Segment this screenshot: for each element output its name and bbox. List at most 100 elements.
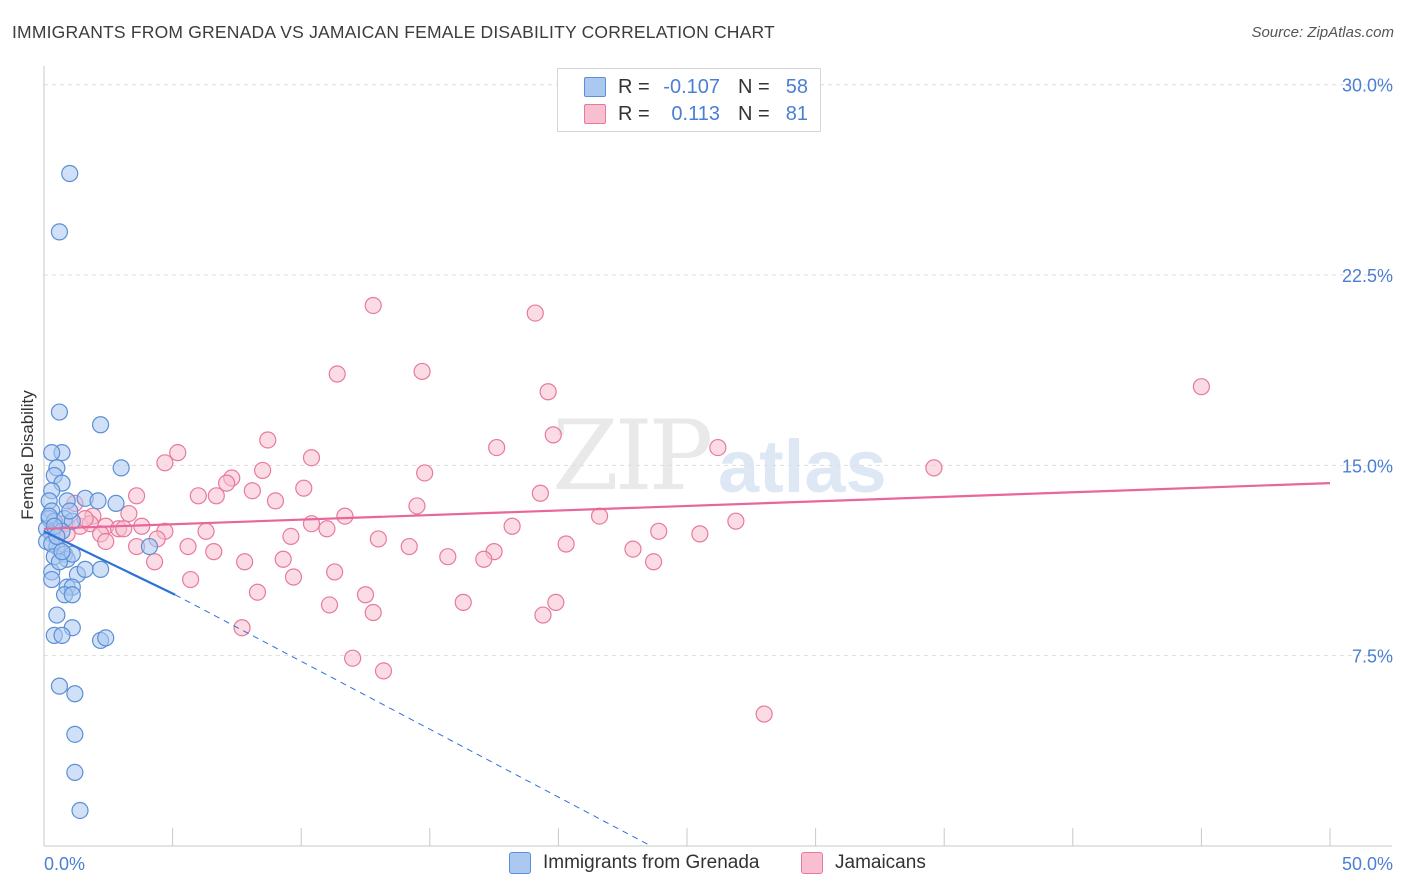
jamaican-point [320,596,339,614]
legend-r-label: R = [618,102,650,125]
jamaican-point [439,548,457,566]
legend-item-jamaicans[interactable]: Jamaicans [801,852,926,874]
jamaican-point [374,662,393,680]
legend-swatch-jamaicans [801,852,823,874]
jamaican-point [454,593,472,611]
jamaican-point [644,553,663,571]
grenada-point [48,606,66,624]
jamaican-point [539,383,557,401]
legend-row-jamaicans: R = 0.113 N = 81 [584,102,808,126]
jamaican-point [302,449,321,467]
jamaican-point [531,484,549,502]
legend-swatch-jamaicans [584,104,606,124]
jamaican-point [475,550,493,568]
jamaican-point [218,474,236,492]
jamaican-point [127,487,146,505]
jamaican-point [259,431,277,449]
legend-r-value: 0.113 [671,102,720,125]
series-legend: Immigrants from Grenada Jamaicans [0,852,1406,878]
y-tick-label: 30.0% [1342,76,1393,96]
x-tick-label: 50.0% [1342,854,1393,874]
grenada-point [91,560,110,578]
jamaican-point [413,362,431,381]
watermark-atlas: atlas [718,425,887,508]
jamaican-point [243,482,261,500]
jamaican-point [328,365,346,383]
grenada-point [66,725,84,743]
grenada-point [50,403,69,421]
jamaican-point [727,512,745,530]
y-tick-label: 15.0% [1342,456,1393,476]
jamaican-point [557,535,575,553]
legend-n-value: 81 [785,102,808,125]
jamaican-point [356,586,375,604]
legend-n-value: 58 [785,75,808,98]
legend-r-label: R = [618,75,650,98]
grenada-point [43,570,61,589]
grenada-point [97,629,115,647]
grenada-point [89,492,107,510]
jamaican-point [344,649,362,667]
jamaican-point [925,459,943,477]
jamaican-point [488,438,506,457]
jamaican-point [179,537,197,556]
jamaican-point [284,568,303,586]
jamaican-point [408,497,426,515]
jamaican-point [266,492,285,510]
jamaican-point [248,583,267,601]
chart-title: IMMIGRANTS FROM GRENADA VS JAMAICAN FEMA… [12,22,775,42]
jamaican-point [755,705,773,723]
source-label: Source: ZipAtlas.com [1251,24,1394,41]
jamaican-point [650,522,668,540]
jamaican-point [115,520,133,538]
jamaican-point [709,438,727,457]
grenada-point [66,685,84,703]
jamaican-point [182,570,200,589]
legend-label-jamaicans: Jamaicans [835,852,926,873]
grenada-point [63,586,81,604]
jamaican-point [503,517,521,535]
correlation-legend: R = -0.107 N = 58 R = 0.113 N = 81 [557,68,821,132]
jamaican-point [189,487,207,505]
jamaican-point [369,530,387,548]
jamaican-trend-line [43,482,1331,530]
grenada-point [66,763,84,782]
jamaican-point [197,522,215,540]
jamaican-point [120,504,138,523]
jamaican-point [254,461,272,480]
grenada-point [112,459,130,477]
grenada-point [43,444,61,462]
jamaican-point [274,550,292,568]
legend-n-label: N = [738,102,770,125]
jamaican-point [318,520,336,538]
grenada-point [107,494,125,513]
legend-r-value: -0.107 [663,75,720,98]
jamaican-point [400,537,418,556]
jamaican-point [364,603,382,622]
grenada-point [61,502,79,520]
legend-label-grenada: Immigrants from Grenada [543,852,760,873]
grenada-point [76,560,94,578]
jamaican-point [295,479,313,497]
y-tick-label: 22.5% [1342,266,1393,286]
jamaican-point [624,540,642,558]
grenada-point [50,223,69,241]
jamaican-point [364,296,382,315]
jamaican-point [1192,378,1211,396]
legend-swatch-grenada [509,852,531,874]
legend-item-grenada[interactable]: Immigrants from Grenada [509,852,759,874]
jamaican-point [590,507,609,525]
jamaican-point [534,606,552,624]
jamaican-point [156,454,174,472]
x-tick-label: 0.0% [44,854,85,874]
grenada-point [53,626,71,644]
jamaican-point [207,487,225,505]
y-tick-label: 7.5% [1352,647,1393,667]
grenada-point [91,416,110,434]
legend-row-grenada: R = -0.107 N = 58 [584,75,808,99]
grenada-point [50,677,69,695]
grenada-point [61,164,79,183]
grenada-point [140,537,159,556]
jamaican-point [326,563,344,581]
jamaican-point [336,507,354,525]
